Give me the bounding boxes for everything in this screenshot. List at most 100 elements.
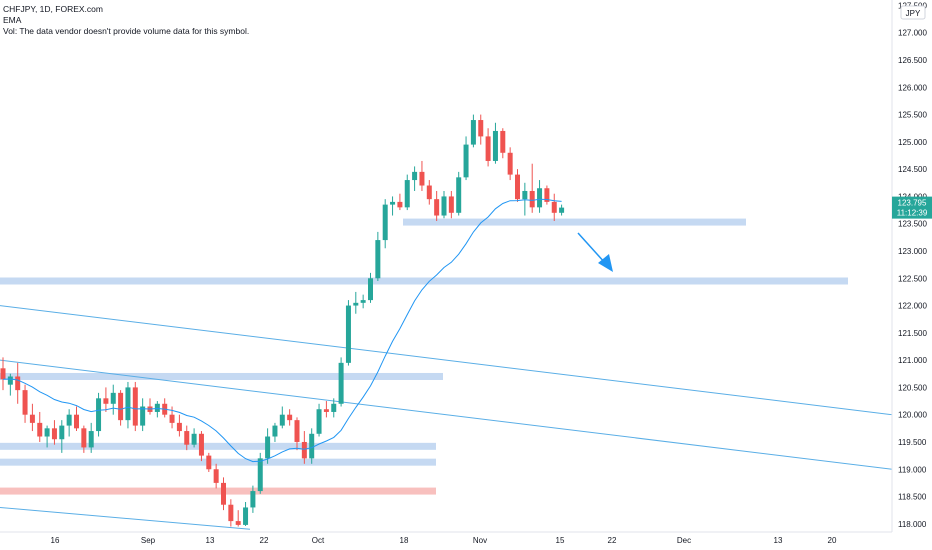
candle-body-2 — [15, 376, 21, 391]
candle-body-29 — [213, 469, 219, 483]
candle-body-34 — [250, 491, 256, 508]
candle-body-74 — [544, 188, 550, 202]
candle-body-46 — [338, 362, 344, 404]
candle-body-17 — [125, 387, 131, 421]
candle-body-38 — [279, 414, 285, 426]
trend-line-1 — [0, 359, 893, 470]
candle-body-54 — [397, 201, 403, 208]
candle-body-33 — [243, 507, 249, 525]
price-tick-11: 122.000 — [898, 302, 927, 311]
zone-3 — [0, 442, 436, 450]
candle-body-66 — [485, 136, 491, 161]
candle-body-48 — [353, 302, 359, 306]
price-tick-6: 124.500 — [898, 165, 927, 174]
price-tick-8: 123.500 — [898, 220, 927, 229]
ema-line — [2, 198, 562, 463]
time-axis[interactable]: 16 Sep 13 22 Oct 18 Nov 15 22 Dec 13 20 — [51, 536, 837, 545]
price-tick-17: 119.000 — [898, 465, 927, 474]
volume-note: Vol: The data vendor doesn't provide vol… — [3, 26, 250, 36]
candle-body-55 — [404, 180, 410, 208]
candle-body-59 — [434, 199, 440, 216]
candle-body-53 — [390, 201, 396, 205]
zone-2 — [0, 372, 443, 380]
candle-body-0 — [0, 368, 6, 380]
time-tick-10: 13 — [774, 536, 783, 545]
current-price-value: 123.795 — [898, 199, 927, 208]
candle-body-5 — [37, 422, 43, 437]
candle-body-52 — [382, 204, 388, 241]
currency-badge[interactable]: JPY — [900, 5, 926, 20]
candle-body-61 — [448, 196, 454, 213]
candle-body-13 — [96, 398, 102, 432]
time-tick-9: Dec — [677, 536, 691, 545]
candle-body-64 — [470, 120, 476, 145]
arrow-shaft — [577, 232, 607, 265]
candle-body-44 — [323, 409, 329, 412]
price-tick-16: 119.500 — [898, 438, 927, 447]
candle-body-14 — [103, 398, 109, 404]
candle-body-63 — [463, 144, 469, 178]
time-tick-4: Oct — [312, 536, 325, 545]
symbol-title[interactable]: CHFJPY, 1D, FOREX.com — [3, 4, 103, 14]
candle-body-30 — [221, 482, 226, 505]
candle-body-25 — [184, 431, 190, 445]
time-tick-3: 22 — [260, 536, 269, 545]
candle-body-69 — [507, 152, 513, 175]
candle-body-35 — [257, 458, 263, 492]
price-axis[interactable]: 127.500127.000126.500126.000125.500125.0… — [898, 1, 927, 528]
candle-body-36 — [265, 436, 271, 459]
time-tick-11: 20 — [828, 536, 837, 545]
time-tick-0: 16 — [51, 536, 60, 545]
candle-body-56 — [412, 171, 418, 181]
candle-body-49 — [360, 300, 366, 303]
zone-5 — [0, 487, 436, 495]
time-tick-1: Sep — [141, 536, 156, 545]
time-tick-6: Nov — [473, 536, 487, 545]
candle-body-51 — [375, 240, 381, 279]
candle-body-16 — [118, 392, 124, 421]
candle-body-10 — [74, 414, 79, 429]
arrow-head — [598, 254, 613, 272]
candle-body-76 — [559, 207, 565, 213]
zone-0 — [403, 218, 746, 226]
trend-line-2 — [0, 506, 251, 530]
candle-body-1 — [7, 376, 13, 385]
candle-body-72 — [529, 190, 535, 208]
candle-body-45 — [331, 403, 337, 412]
ema-legend-label[interactable]: EMA — [3, 15, 22, 25]
price-tick-10: 122.500 — [898, 274, 927, 283]
candle-body-57 — [419, 171, 425, 186]
candle-body-6 — [44, 428, 50, 437]
candlestick-series — [0, 114, 565, 527]
candle-body-62 — [456, 177, 462, 213]
candle-body-21 — [154, 403, 160, 412]
current-price-tag: 123.795 11:12:39 — [892, 196, 932, 219]
zone-4 — [0, 458, 436, 466]
candle-body-68 — [500, 130, 506, 153]
candle-body-43 — [316, 409, 322, 434]
candle-body-65 — [478, 120, 484, 137]
zone-1 — [0, 277, 848, 285]
candle-body-32 — [235, 521, 241, 525]
candle-body-24 — [176, 422, 182, 432]
candle-body-8 — [59, 425, 65, 440]
candle-body-71 — [522, 190, 528, 200]
candle-body-40 — [294, 420, 300, 442]
candle-body-28 — [206, 455, 212, 470]
trend-lines — [0, 305, 893, 530]
price-tick-5: 125.000 — [898, 138, 927, 147]
candle-body-42 — [309, 433, 315, 459]
candle-body-39 — [287, 414, 293, 421]
chart-legend: CHFJPY, 1D, FOREX.com EMA Vol: The data … — [3, 4, 249, 37]
down-arrow-annotation — [577, 232, 613, 272]
candle-body-73 — [537, 188, 543, 208]
price-tick-1: 127.000 — [898, 29, 927, 38]
candle-body-58 — [426, 185, 432, 200]
price-tick-2: 126.500 — [898, 56, 927, 65]
price-tick-3: 126.000 — [898, 83, 927, 92]
candle-body-23 — [169, 414, 175, 423]
candle-body-37 — [272, 425, 278, 437]
price-tick-4: 125.500 — [898, 111, 927, 120]
trend-line-0 — [0, 305, 893, 416]
